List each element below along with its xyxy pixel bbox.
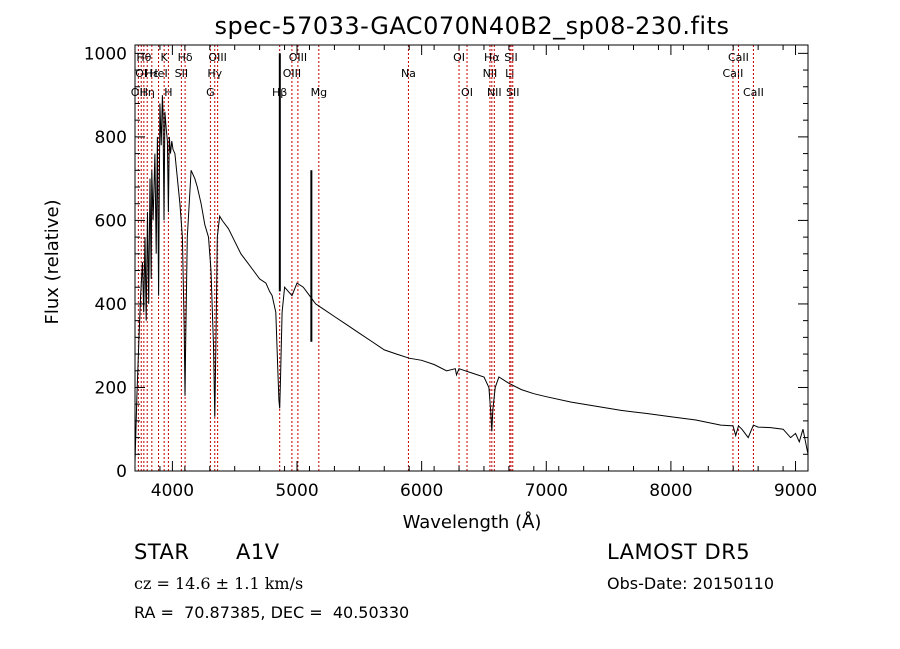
- x-tick-label: 5000: [275, 481, 318, 501]
- y-tick-label: 400: [95, 295, 127, 315]
- line-marker-label: H: [164, 86, 172, 99]
- observation-date: Obs-Date: 20150110: [607, 574, 775, 593]
- spectrum-line: [134, 95, 809, 463]
- y-tick-label: 800: [95, 128, 127, 148]
- line-marker-label: Li: [505, 67, 514, 80]
- line-marker-label: SII: [504, 51, 517, 64]
- object-class: STAR: [134, 540, 190, 564]
- axis-ticks: 4000 5000 6000 7000 8000 9000 0 200 400 600 800 100…: [84, 44, 817, 501]
- y-axis-label: Flux (relative): [42, 199, 63, 324]
- line-marker-label: Hγ: [207, 67, 222, 80]
- line-marker-label: SII: [506, 86, 519, 99]
- line-marker-label: OI: [461, 86, 473, 99]
- line-marker-label: OIII: [208, 51, 226, 64]
- x-tick-label: 4000: [151, 481, 194, 501]
- x-tick-label: 7000: [525, 481, 568, 501]
- survey-name: LAMOST DR5: [607, 540, 751, 564]
- line-marker-label: NII: [487, 86, 502, 99]
- line-marker-label: OIII: [289, 51, 307, 64]
- x-tick-label: 6000: [400, 481, 443, 501]
- line-marker-label: Mg: [311, 86, 327, 99]
- x-axis-label: Wavelength (Å): [403, 511, 542, 533]
- line-marker-label: OI: [453, 51, 465, 64]
- redshift-cz: cz = 14.6 ± 1.1 km/s: [134, 574, 304, 593]
- line-marker-label: Hδ: [178, 51, 193, 64]
- line-marker-label: NII: [483, 67, 498, 80]
- line-marker-label: OIII: [283, 67, 301, 80]
- line-marker-label: Hε: [145, 67, 159, 80]
- line-marker-label: G: [206, 86, 215, 99]
- y-tick-label: 0: [116, 462, 127, 482]
- line-marker-label: Hα: [484, 51, 500, 64]
- line-marker-label: CaII: [743, 86, 764, 99]
- line-marker-label: Na: [401, 67, 416, 80]
- y-tick-label: 600: [95, 211, 127, 231]
- line-marker-label: Hη: [140, 86, 155, 99]
- chart-title: spec-57033-GAC070N40B2_sp08-230.fits: [214, 12, 729, 40]
- line-marker-label: CaII: [728, 51, 749, 64]
- line-marker-label: Hθ: [136, 51, 151, 64]
- sky-coordinates: RA = 70.87385, DEC = 40.50330: [134, 603, 410, 622]
- spectral-line-markers: OIIOIHθHηHεHeIKHSIIHδGHγOIIIHβOIIIOIIIMg…: [131, 45, 764, 471]
- line-marker-label: OI: [135, 67, 147, 80]
- plot-frame: [134, 44, 809, 472]
- line-marker-label: CaII: [723, 67, 744, 80]
- x-tick-label: 8000: [649, 481, 692, 501]
- line-marker-label: HeI: [149, 67, 167, 80]
- line-marker-label: SII: [175, 67, 188, 80]
- x-tick-label: 9000: [774, 481, 817, 501]
- y-tick-label: 200: [95, 378, 127, 398]
- y-tick-label: 1000: [84, 44, 127, 64]
- object-subclass: A1V: [236, 540, 280, 564]
- line-marker-label: K: [161, 51, 169, 64]
